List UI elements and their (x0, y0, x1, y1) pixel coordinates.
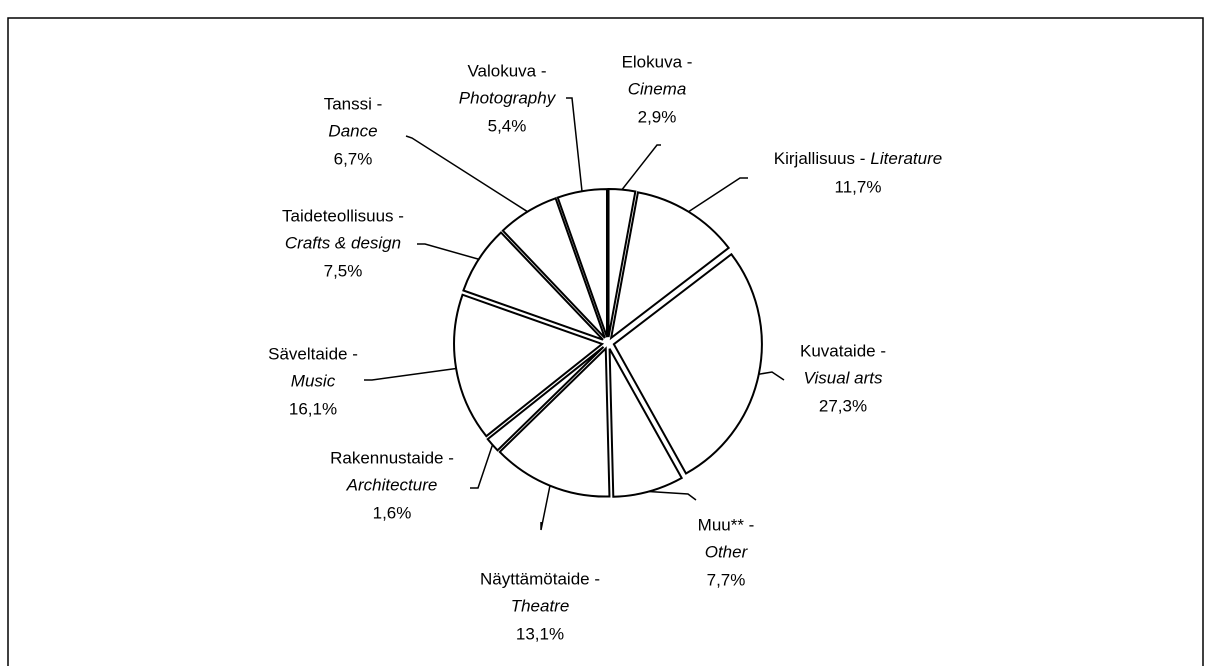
leader-line (688, 177, 748, 213)
slice-label: Kirjallisuus - Literature (774, 149, 942, 168)
category-label-en: Other (705, 542, 749, 561)
category-label-en: Dance (328, 121, 377, 140)
pie-slice (462, 231, 604, 341)
category-label-en: Photography (459, 88, 557, 107)
value-label: 7,5% (324, 261, 363, 280)
pie-slice (609, 191, 731, 341)
pie-slice (486, 346, 605, 452)
category-label: Kuvataide - (800, 341, 886, 360)
value-label: 11,7% (835, 177, 882, 196)
category-label: Taideteollisuus - (282, 206, 404, 225)
category-label-en: Music (291, 371, 336, 390)
leader-line (621, 144, 661, 191)
category-label: Valokuva - (467, 61, 546, 80)
leader-line (364, 367, 457, 381)
value-label: 6,7% (334, 149, 373, 168)
category-label: Kirjallisuus - (774, 149, 866, 168)
pie-slice (501, 197, 606, 339)
pie-slice (556, 188, 608, 338)
category-label-en: Crafts & design (285, 233, 401, 252)
pie-slice (453, 293, 605, 438)
category-label-en: Literature (870, 149, 942, 168)
category-label: Elokuva - (622, 52, 693, 71)
value-label: 13,1% (516, 624, 564, 643)
leader-line (540, 485, 551, 531)
leader-line (566, 97, 583, 192)
category-label-en: Cinema (628, 79, 687, 98)
value-label: 2,9% (638, 107, 677, 126)
category-label-en: Architecture (346, 475, 438, 494)
category-label: Näyttämötaide - (480, 569, 600, 588)
value-label: 1,6% (373, 503, 412, 522)
category-label: Tanssi - (324, 94, 383, 113)
value-label: 7,7% (707, 570, 746, 589)
leader-line (470, 444, 494, 489)
pie-slice (607, 188, 637, 338)
category-label-en: Theatre (511, 596, 570, 615)
leader-line (417, 243, 479, 260)
category-label: Muu** - (698, 515, 755, 534)
category-label: Rakennustaide - (330, 448, 454, 467)
chart-frame (7, 17, 1204, 666)
leader-line (405, 135, 528, 213)
leader-line (648, 490, 697, 501)
value-label: 16,1% (289, 399, 337, 418)
value-label: 27,3% (819, 396, 867, 415)
pie-slice (608, 348, 684, 498)
category-label: Säveltaide - (268, 344, 358, 363)
value-label: 5,4% (488, 116, 527, 135)
pie-slice (498, 346, 611, 498)
leader-line (758, 371, 785, 381)
category-label-en: Visual arts (803, 368, 883, 387)
